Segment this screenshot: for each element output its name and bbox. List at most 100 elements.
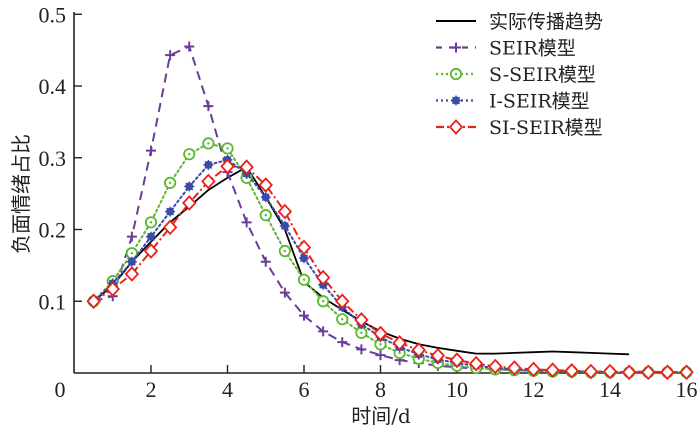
data-point-plus — [375, 350, 386, 361]
data-point-diamond — [162, 219, 178, 236]
data-point-diamond — [86, 293, 101, 310]
series-line — [92, 158, 688, 374]
y-tick-label: 0.2 — [39, 218, 67, 243]
data-point-plus — [356, 344, 367, 355]
x-tick-label: 0 — [55, 377, 66, 402]
legend-label: 实际传播趋势 — [489, 11, 603, 33]
data-point-star — [126, 256, 137, 267]
data-point-diamond — [488, 358, 503, 375]
series-line — [93, 165, 687, 374]
y-axis-title: 负面情绪占比 — [9, 134, 33, 254]
legend-marker-circle — [449, 67, 463, 81]
y-ticks: 0.1 0.2 0.3 0.4 0.5 — [39, 2, 82, 314]
data-point-diamond — [373, 325, 388, 342]
data-point-plus — [165, 50, 176, 61]
data-point-diamond — [143, 243, 159, 259]
data-point-plus — [146, 145, 156, 156]
data-point-diamond — [105, 281, 120, 297]
legend-marker-star — [451, 95, 461, 106]
data-point-diamond — [621, 364, 637, 381]
legend-label: S-SEIR模型 — [489, 64, 596, 86]
data-point-circle — [259, 209, 272, 222]
data-point-diamond — [583, 363, 599, 380]
data-point-plus — [184, 41, 195, 52]
legend-item: S-SEIR模型 — [436, 64, 596, 86]
data-point-diamond — [335, 293, 350, 310]
y-tick-label: 0.1 — [39, 289, 67, 314]
x-tick-label: 10 — [446, 377, 468, 402]
data-point-plus — [260, 256, 271, 267]
legend-label: I-SEIR模型 — [489, 91, 590, 113]
data-point-diamond — [545, 362, 560, 378]
legend-marker-plus — [451, 42, 461, 53]
data-point-diamond — [124, 266, 140, 282]
legend-label: SEIR模型 — [489, 38, 576, 60]
data-point-circle — [183, 148, 196, 161]
data-point-plus — [241, 217, 252, 228]
y-tick-label: 0.5 — [39, 2, 67, 27]
legend-item: 实际传播趋势 — [436, 11, 603, 33]
data-point-plus — [337, 337, 348, 348]
x-tick-label: 2 — [146, 377, 157, 402]
data-point-plus — [279, 287, 290, 298]
data-point-circle — [144, 216, 158, 229]
legend-marker-diamond — [448, 119, 464, 135]
legend-item: SEIR模型 — [436, 38, 576, 60]
data-point-star — [299, 253, 309, 264]
data-point-star — [260, 192, 271, 203]
data-point-diamond — [277, 203, 293, 220]
legend-label: SI-SEIR模型 — [489, 117, 603, 139]
data-point-diamond — [641, 364, 656, 381]
data-point-circle — [221, 142, 234, 155]
data-point-circle — [297, 273, 311, 286]
data-point-circle — [202, 137, 215, 150]
data-point-plus — [126, 231, 137, 242]
data-point-circle — [164, 176, 177, 189]
x-axis-title: 时间/d — [351, 404, 411, 428]
data-point-diamond — [201, 173, 216, 190]
legend-item: SI-SEIR模型 — [436, 117, 603, 139]
data-point-diamond — [507, 360, 522, 376]
data-point-diamond — [430, 347, 446, 364]
data-point-star — [203, 159, 214, 170]
data-point-diamond — [468, 355, 484, 372]
x-tick-label: 16 — [676, 377, 698, 402]
data-point-diamond — [392, 335, 407, 351]
data-point-diamond — [315, 269, 331, 286]
series-4 — [86, 158, 694, 381]
data-point-circle — [278, 244, 291, 258]
data-point-diamond — [679, 364, 694, 381]
data-point-diamond — [258, 177, 273, 193]
data-point-star — [146, 231, 156, 242]
data-point-diamond — [182, 195, 197, 211]
data-point-diamond — [239, 159, 254, 175]
x-tick-label: 4 — [222, 377, 233, 402]
data-point-diamond — [526, 361, 541, 378]
y-tick-label: 0.4 — [39, 74, 67, 99]
data-point-diamond — [220, 158, 235, 175]
x-tick-label: 6 — [299, 377, 310, 402]
x-ticks: 0 2 4 6 8 10 12 14 16 — [55, 365, 698, 402]
data-point-star — [184, 181, 195, 192]
data-point-diamond — [411, 342, 426, 358]
x-tick-label: 8 — [375, 377, 386, 402]
data-point-diamond — [354, 312, 369, 328]
series-line — [93, 45, 687, 374]
data-point-plus — [299, 310, 309, 321]
x-tick-label: 14 — [599, 377, 621, 402]
x-tick-label: 12 — [523, 377, 545, 402]
data-point-diamond — [564, 363, 579, 379]
y-tick-label: 0.3 — [39, 146, 67, 171]
data-point-star — [279, 220, 290, 231]
data-point-diamond — [602, 363, 618, 380]
data-point-circle — [336, 313, 349, 326]
data-point-diamond — [660, 364, 675, 381]
data-point-circle — [317, 295, 330, 308]
data-point-diamond — [449, 352, 465, 368]
legend-item: I-SEIR模型 — [436, 91, 590, 113]
data-point-plus — [203, 101, 214, 112]
legend: 实际传播趋势 SEIR模型 S-SEIR模型 I-SEIR模型 SI-SEIR模型 — [436, 11, 603, 139]
series-layer — [86, 41, 694, 381]
series-1 — [88, 41, 692, 378]
